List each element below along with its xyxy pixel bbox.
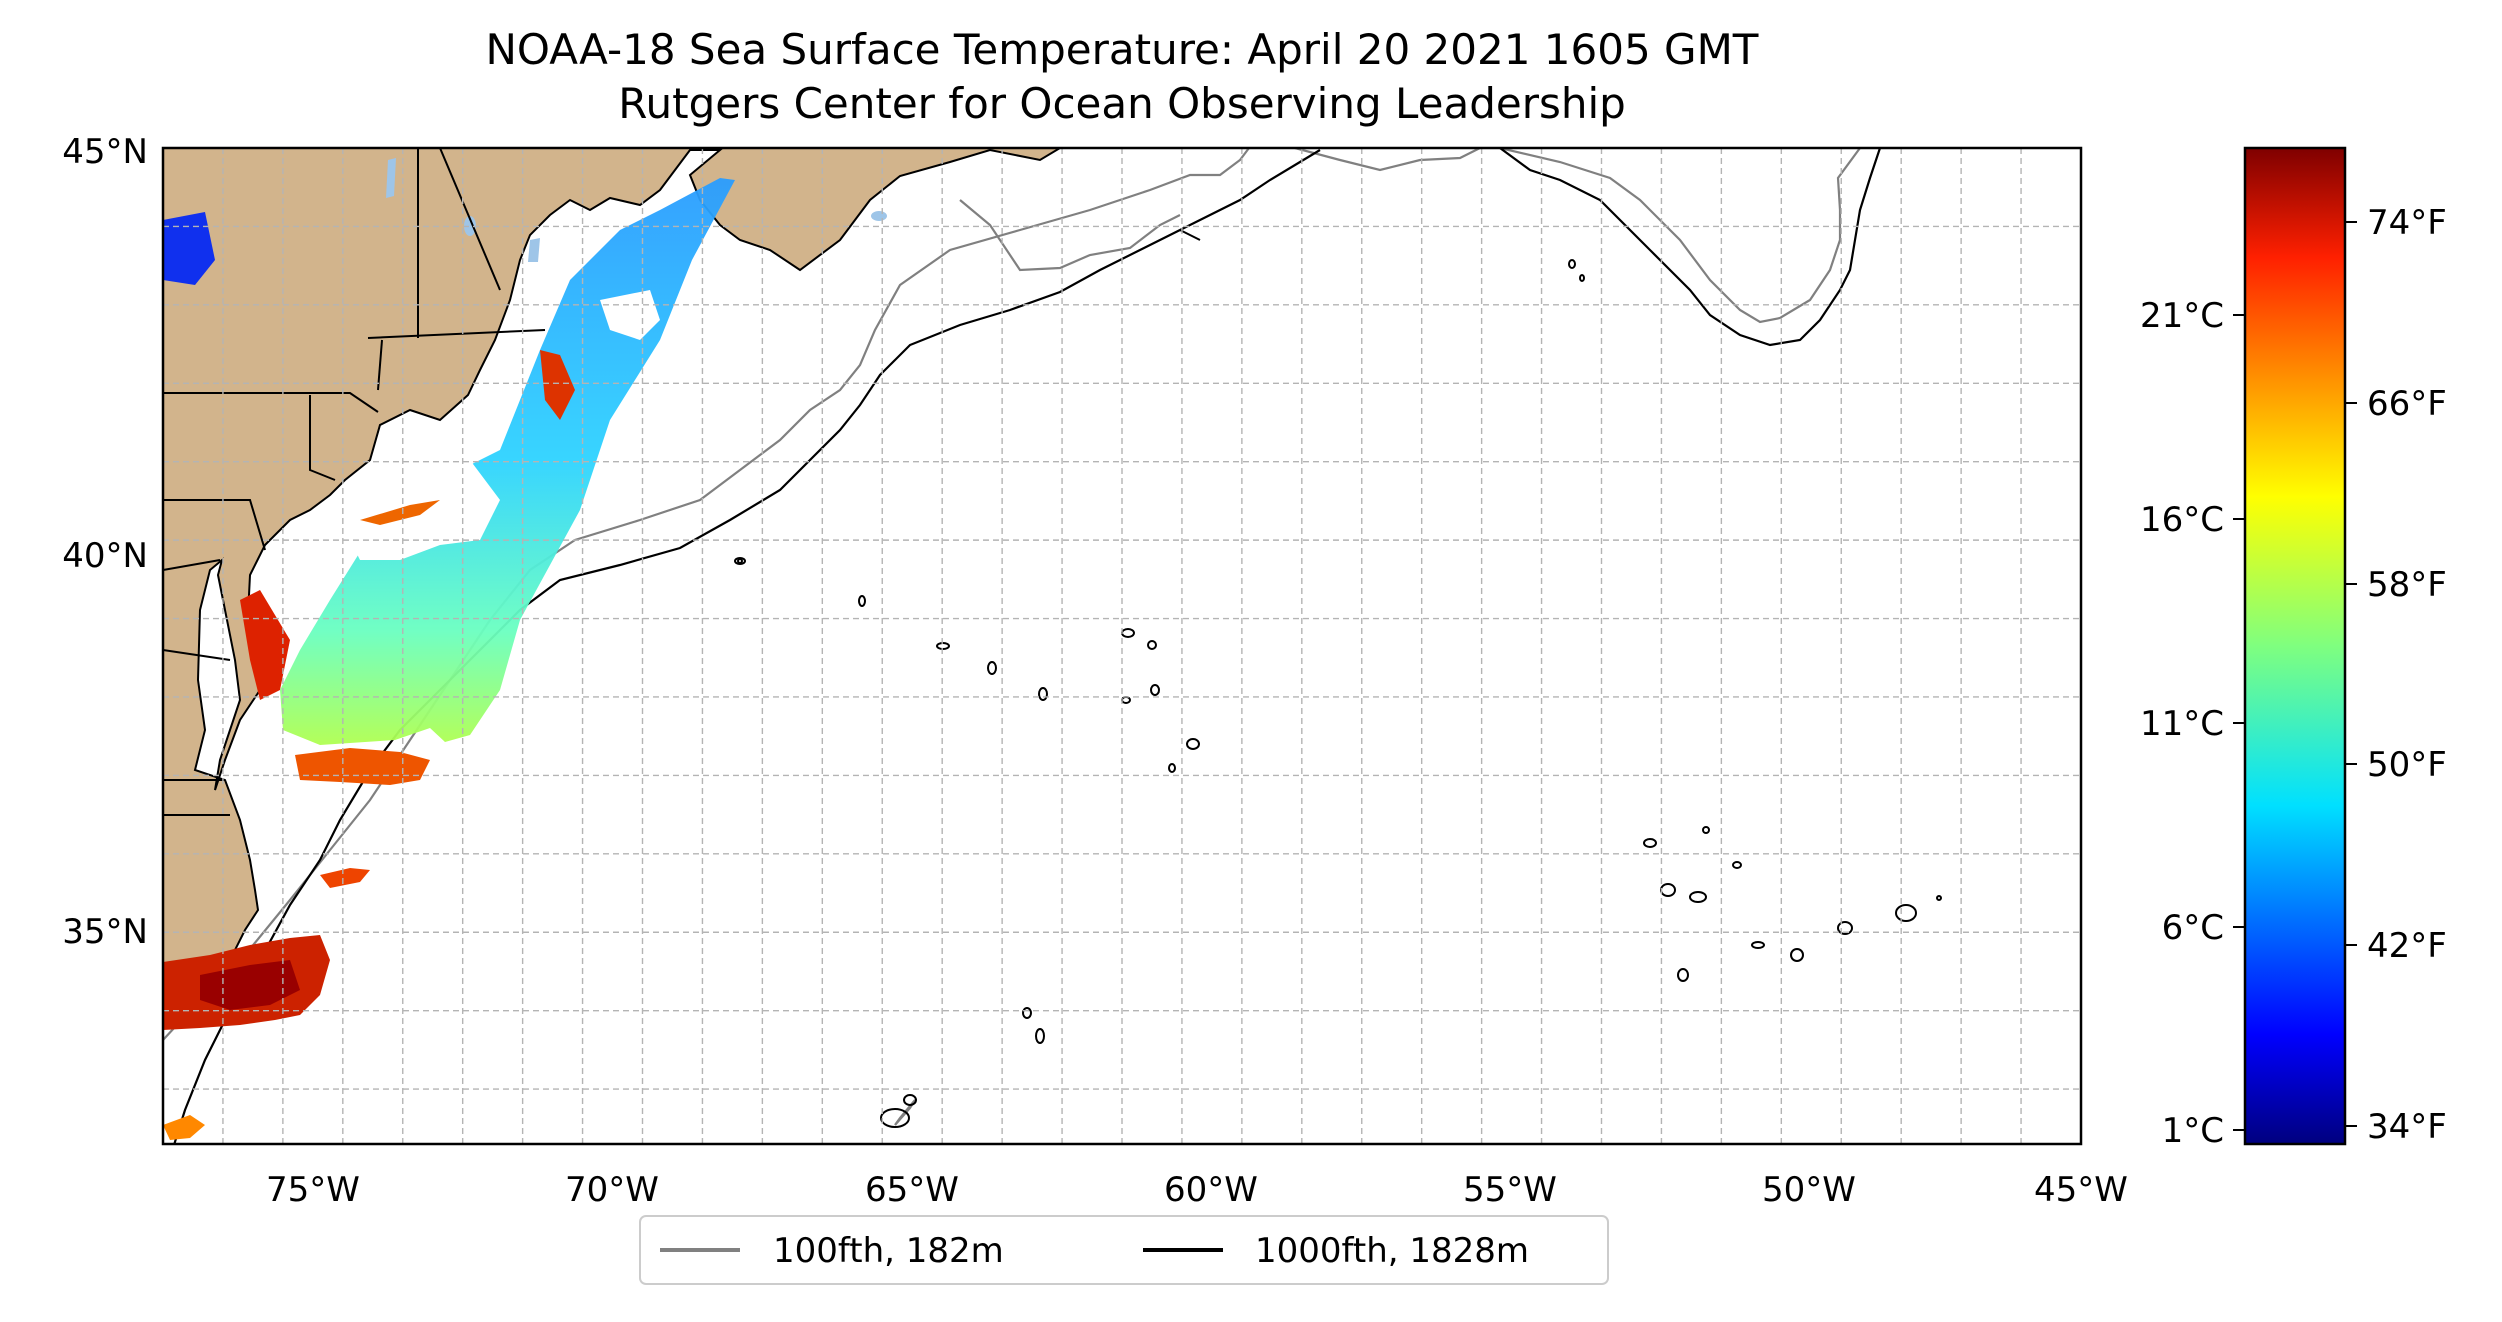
- title-line-1: NOAA-18 Sea Surface Temperature: April 2…: [486, 25, 1759, 74]
- lon-label: 70°W: [565, 1170, 659, 1210]
- lake: [386, 158, 396, 198]
- colorbar-celsius-label: 11°C: [2140, 704, 2224, 744]
- colorbar-fahrenheit-label: 58°F: [2367, 565, 2447, 605]
- legend-box: [639, 1215, 1609, 1285]
- colorbar-gradient: [2243, 146, 2347, 1146]
- map-area: [163, 148, 2081, 1144]
- cloud-gap: [600, 290, 660, 340]
- lon-label: 50°W: [1762, 1170, 1856, 1210]
- lon-label: 60°W: [1164, 1170, 1258, 1210]
- sst-coastal: [360, 500, 440, 525]
- isobath-100fth: [163, 148, 1861, 1041]
- legend-label-1000fth: 1000fth, 1828m: [1255, 1231, 1529, 1271]
- lake: [464, 216, 476, 236]
- land-mass: [163, 148, 1062, 1012]
- sst-cold-patch: [163, 212, 215, 285]
- lon-label: 55°W: [1463, 1170, 1557, 1210]
- colorbar-celsius-label: 16°C: [2140, 500, 2224, 540]
- colorbar-fahrenheit-label: 74°F: [2367, 203, 2447, 243]
- lat-label: 40°N: [62, 536, 148, 576]
- legend: 100fth, 182m 1000fth, 1828m: [639, 1215, 1609, 1285]
- colorbar-fahrenheit-label: 34°F: [2367, 1107, 2447, 1147]
- legend-label-100fth: 100fth, 182m: [773, 1231, 1004, 1271]
- isobath-1000fth: [173, 148, 1882, 1144]
- isobath-100fth: [1294, 148, 1481, 172]
- sst-warm-patch: [163, 1115, 205, 1140]
- lake: [871, 211, 887, 221]
- lon-label: 65°W: [865, 1170, 959, 1210]
- lat-label: 35°N: [62, 912, 148, 952]
- colorbar-fahrenheit-label: 66°F: [2367, 384, 2447, 424]
- map-frame: [161, 146, 2083, 1146]
- grid-lines: [163, 148, 2081, 1144]
- lake: [528, 238, 540, 262]
- colorbar-fahrenheit-label: 42°F: [2367, 926, 2447, 966]
- sst-warm-patch: [320, 868, 370, 888]
- colorbar-celsius-label: 21°C: [2140, 296, 2224, 336]
- colorbar: 21°C 16°C 11°C 6°C 1°C 74°F 66°F 58°F 50…: [2140, 146, 2447, 1151]
- colorbar-celsius-label: 1°C: [2162, 1111, 2224, 1151]
- isobath-100fth: [959, 199, 1181, 272]
- sst-coastal: [240, 590, 290, 700]
- colorbar-fahrenheit-label: 50°F: [2367, 745, 2447, 785]
- colorbar-celsius-label: 6°C: [2162, 908, 2224, 948]
- lat-label: 45°N: [62, 132, 148, 172]
- sst-warm-patch: [200, 960, 300, 1010]
- lon-label: 75°W: [266, 1170, 360, 1210]
- sst-coastal: [540, 350, 575, 420]
- title-line-2: Rutgers Center for Ocean Observing Leade…: [618, 79, 1626, 128]
- lon-label: 45°W: [2034, 1170, 2128, 1210]
- state-borders: [163, 148, 546, 816]
